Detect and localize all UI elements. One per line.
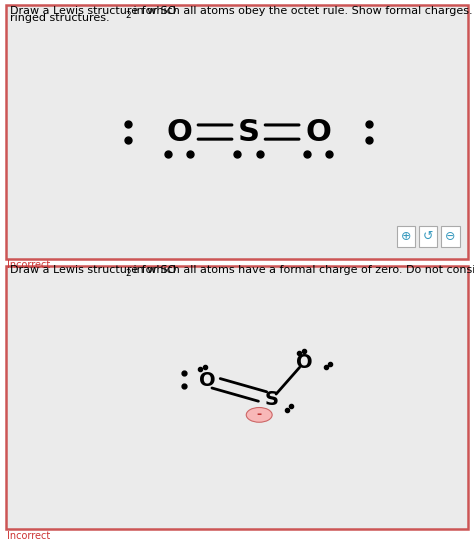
- FancyBboxPatch shape: [6, 266, 468, 529]
- Text: O: O: [166, 118, 192, 147]
- Text: Incorrect: Incorrect: [7, 531, 50, 539]
- Text: Incorrect: Incorrect: [7, 260, 50, 270]
- FancyBboxPatch shape: [441, 226, 459, 247]
- Text: ⊕: ⊕: [401, 230, 411, 243]
- Text: S: S: [264, 390, 279, 409]
- Text: S: S: [237, 118, 260, 147]
- Text: O: O: [199, 371, 215, 390]
- FancyBboxPatch shape: [419, 226, 438, 247]
- Text: 2: 2: [126, 11, 131, 20]
- Text: -: -: [256, 409, 262, 421]
- Text: ⊖: ⊖: [445, 230, 456, 243]
- FancyBboxPatch shape: [6, 5, 468, 259]
- Text: Draw a Lewis structure for SO: Draw a Lewis structure for SO: [10, 265, 177, 275]
- Text: ↺: ↺: [423, 230, 433, 243]
- Text: O: O: [296, 353, 312, 372]
- Text: 2: 2: [126, 270, 131, 279]
- Circle shape: [246, 407, 272, 422]
- Text: Draw a Lewis structure for SO: Draw a Lewis structure for SO: [10, 6, 177, 17]
- FancyBboxPatch shape: [397, 226, 415, 247]
- Text: in which all atoms obey the octet rule. Show formal charges. Do not consider: in which all atoms obey the octet rule. …: [130, 6, 474, 17]
- Text: ringed structures.: ringed structures.: [10, 13, 110, 24]
- Text: O: O: [305, 118, 331, 147]
- Text: in which all atoms have a formal charge of zero. Do not consider ringed structur: in which all atoms have a formal charge …: [130, 265, 474, 275]
